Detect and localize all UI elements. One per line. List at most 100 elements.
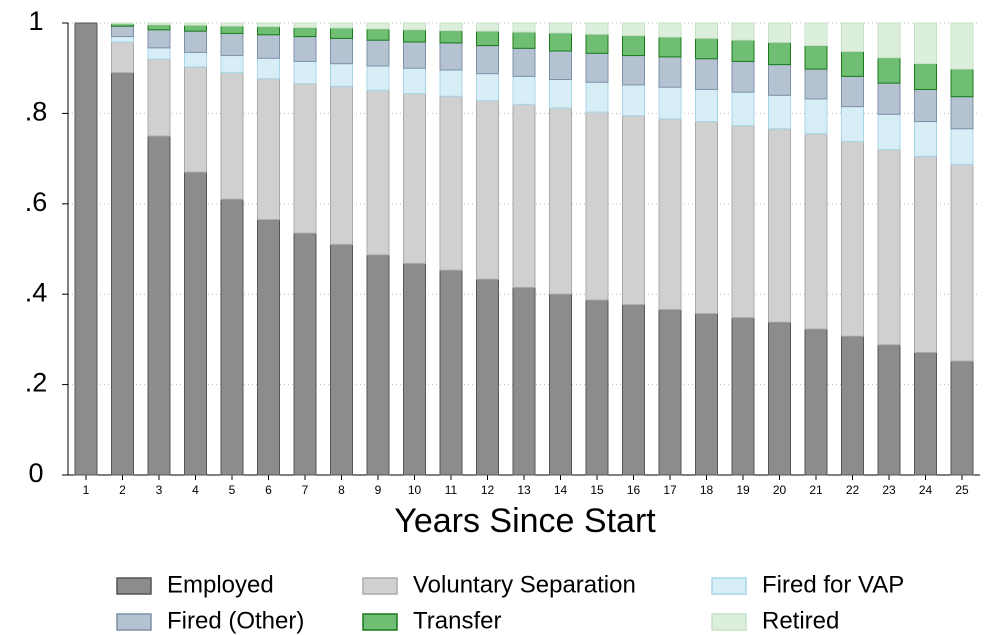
bar-segment — [403, 41, 426, 69]
x-tick-label: 24 — [919, 483, 933, 497]
bar-segment — [914, 121, 937, 157]
x-tick-label: 23 — [882, 483, 896, 497]
bar-segment — [658, 56, 682, 88]
bar-segment — [695, 37, 718, 60]
bar-segment — [841, 22, 864, 52]
legend-label: Retired — [762, 607, 839, 634]
bar-segment — [512, 75, 536, 105]
bar-segment — [330, 85, 353, 245]
bar-segment — [841, 50, 864, 77]
bar-segment — [549, 293, 572, 476]
bar-segment — [111, 72, 134, 476]
legend-swatch — [116, 613, 152, 631]
bar-segment — [476, 30, 499, 47]
bar-segment — [476, 100, 499, 280]
bar-segment — [330, 22, 353, 29]
bar-segment — [622, 304, 645, 476]
x-tick-label: 3 — [156, 483, 163, 497]
x-tick-label: 2 — [119, 483, 126, 497]
bar-segment — [439, 69, 463, 97]
bar-segment — [950, 128, 974, 165]
bar-segment — [74, 22, 98, 476]
bar-segment — [950, 22, 974, 70]
bar-segment — [184, 66, 207, 173]
bar-segment — [111, 22, 134, 25]
x-tick-label: 11 — [445, 483, 458, 497]
bar-segment — [549, 79, 572, 109]
bar-segment — [184, 24, 207, 32]
bar-segment — [877, 113, 901, 151]
bar-segment — [804, 68, 828, 100]
bar-segment — [950, 163, 974, 362]
bar-segment — [658, 118, 682, 311]
x-tick-label: 7 — [302, 483, 309, 497]
bar-segment — [330, 37, 353, 65]
bar-segment — [585, 299, 609, 476]
bar-segment — [366, 22, 390, 30]
y-tick-label: .4 — [25, 277, 48, 307]
bar-segment — [220, 22, 244, 27]
bar-segment — [257, 26, 280, 36]
legend-swatch — [362, 613, 398, 631]
bar-segment — [439, 42, 463, 71]
bar-segment — [950, 96, 974, 130]
bar-segment — [768, 128, 791, 323]
bar-segment — [147, 29, 171, 49]
bar-segment — [330, 27, 353, 39]
bar-segment — [877, 57, 901, 84]
bar-segment — [147, 24, 171, 31]
bar-segment — [877, 344, 901, 476]
bar-segment — [257, 78, 280, 221]
bar-segment — [257, 57, 280, 80]
y-tick-label: .8 — [25, 97, 48, 127]
bar-segment — [476, 278, 499, 476]
bar-segment — [695, 121, 718, 315]
legend-swatch — [711, 577, 747, 595]
bar-segment — [476, 73, 499, 102]
bar-segment — [512, 31, 536, 49]
bar-segment — [622, 55, 645, 86]
legend-swatch — [711, 613, 747, 631]
bar-segment — [768, 94, 791, 130]
bar-segment — [403, 67, 426, 95]
bar-segment — [184, 30, 207, 53]
bar-segment — [731, 125, 755, 319]
legend-label: Fired (Other) — [167, 607, 304, 634]
bar-segment — [731, 91, 755, 127]
bar-segment — [768, 22, 791, 43]
bar-segment — [476, 22, 499, 32]
bar-segment — [585, 22, 609, 35]
bar-segment — [731, 60, 755, 93]
bar-segment — [366, 254, 390, 476]
bar-segment — [658, 36, 682, 58]
bar-segment — [220, 25, 244, 34]
bar-segment — [841, 106, 864, 142]
bar-segment — [731, 22, 755, 41]
bar-segment — [403, 29, 426, 43]
x-tick-label: 22 — [846, 483, 860, 497]
bar-segment — [914, 352, 937, 476]
bar-segment — [585, 52, 609, 83]
bar-segment — [220, 72, 244, 200]
y-tick-label: 1 — [28, 6, 43, 36]
x-tick-label: 4 — [192, 483, 199, 497]
bar-segment — [366, 28, 390, 41]
bar-segment — [293, 60, 317, 85]
bar-segment — [439, 95, 463, 271]
bar-segment — [184, 171, 207, 476]
bar-segment — [695, 22, 718, 39]
bar-segment — [695, 88, 718, 123]
y-tick-label: .6 — [25, 187, 48, 217]
x-tick-label: 8 — [338, 483, 345, 497]
x-tick-label: 17 — [663, 483, 677, 497]
x-tick-label: 21 — [809, 483, 823, 497]
legend-label: Employed — [167, 571, 274, 598]
legend-swatch — [362, 577, 398, 595]
y-tick-label: .2 — [25, 368, 48, 398]
bar-segment — [257, 22, 280, 28]
bar-segment — [220, 55, 244, 74]
bar-segment — [439, 22, 463, 32]
bar-segment — [220, 32, 244, 57]
bar-segment — [293, 36, 317, 62]
